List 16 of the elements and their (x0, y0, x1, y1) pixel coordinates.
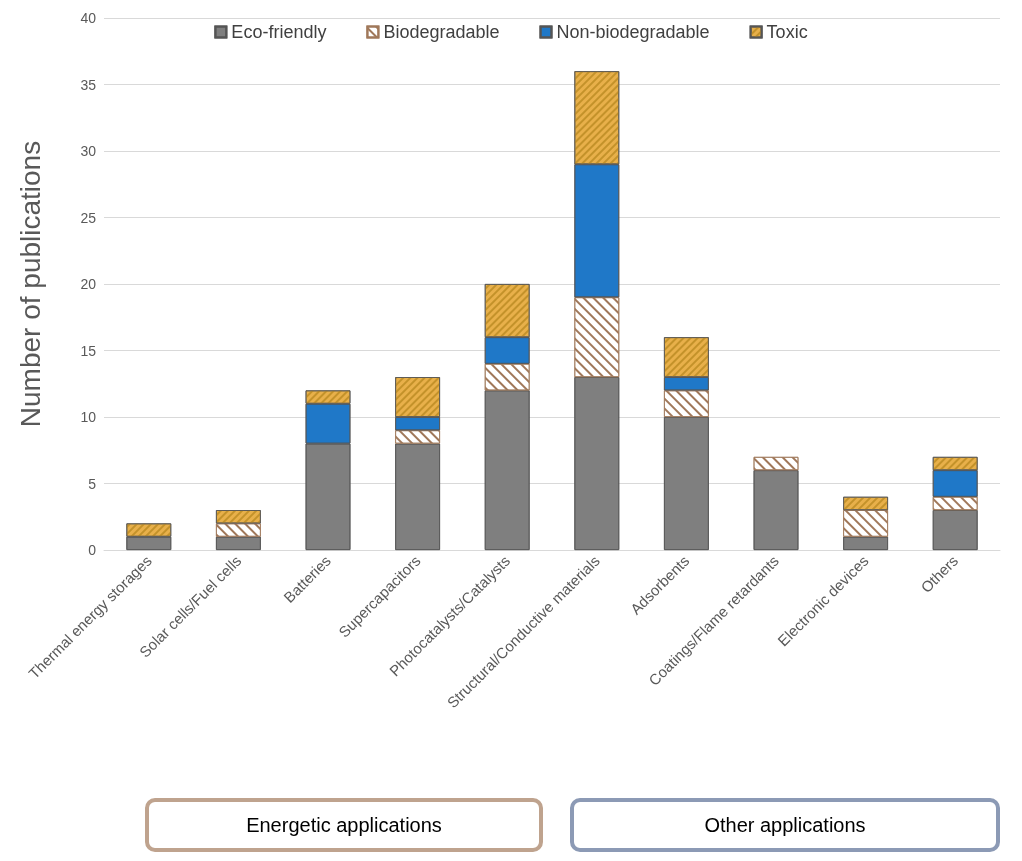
y-tick-label: 30 (80, 143, 97, 159)
text: Energetic applications (246, 813, 442, 837)
text: Other applications (704, 813, 866, 837)
y-tick-label: 25 (80, 209, 97, 226)
y-axis-title: Number of publications (14, 140, 46, 428)
y-tick-label: 35 (80, 76, 97, 93)
y-tick-label: 5 (88, 475, 97, 492)
legend-label: Toxic (766, 22, 808, 42)
legend-label: Biodegradable (383, 22, 500, 42)
y-tick-label: 0 (88, 542, 97, 558)
y-tick-label: 15 (80, 342, 97, 359)
y-tick-label: 20 (80, 276, 97, 292)
y-tick-label: 10 (80, 409, 97, 425)
legend-label: Eco-friendly (231, 22, 327, 42)
y-tick-label: 40 (80, 10, 97, 26)
legend-label: Non-biodegradable (556, 22, 710, 42)
